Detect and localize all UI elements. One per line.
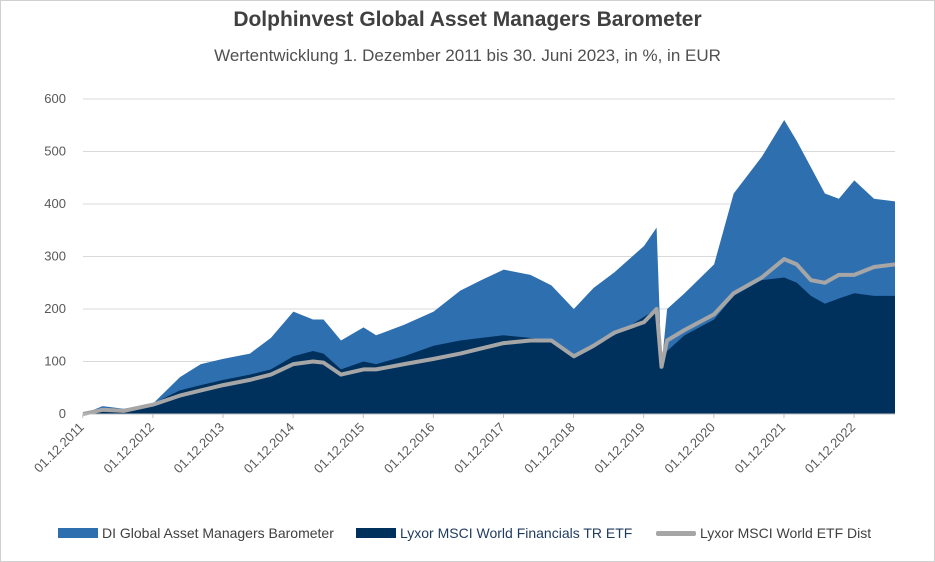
chart-subtitle: Wertentwicklung 1. Dezember 2011 bis 30.… [214,46,721,65]
legend-label-world: Lyxor MSCI World ETF Dist [700,525,872,541]
x-tick-label-10: 01.12.2021 [731,420,788,477]
x-tick-label-2: 01.12.2013 [171,420,228,477]
legend-label-barometer: DI Global Asset Managers Barometer [102,525,334,541]
x-tick-label-9: 01.12.2020 [661,420,718,477]
y-tick-label-200: 200 [44,301,66,316]
chart-legend: DI Global Asset Managers Barometer Lyxor… [0,522,935,544]
y-tick-label-0: 0 [59,406,66,421]
x-tick-label-4: 01.12.2015 [311,420,368,477]
x-tick-label-5: 01.12.2016 [381,420,438,477]
y-tick-label-500: 500 [44,144,66,159]
x-tick-label-8: 01.12.2019 [591,420,648,477]
x-tick-label-11: 01.12.2022 [802,420,859,477]
x-tick-label-0: 01.12.2011 [31,420,87,476]
x-tick-label-1: 01.12.2012 [100,420,157,477]
legend-item-financials: Lyxor MSCI World Financials TR ETF [356,522,632,544]
y-tick-label-600: 600 [44,91,66,106]
chart-title: Dolphinvest Global Asset Managers Barome… [233,8,702,31]
x-tick-label-6: 01.12.2017 [451,420,508,477]
legend-item-world: Lyxor MSCI World ETF Dist [656,522,871,544]
y-tick-label-400: 400 [44,196,66,211]
legend-swatch-world [656,530,696,536]
legend-label-financials: Lyxor MSCI World Financials TR ETF [400,525,633,541]
legend-swatch-barometer [58,528,98,538]
x-tick-label-7: 01.12.2018 [521,420,578,477]
y-tick-label-100: 100 [44,354,66,369]
y-tick-label-300: 300 [44,249,66,264]
legend-item-barometer: DI Global Asset Managers Barometer [58,522,334,544]
legend-swatch-financials [356,528,396,538]
series-line-2 [82,257,896,416]
x-tick-label-3: 01.12.2014 [241,420,298,477]
